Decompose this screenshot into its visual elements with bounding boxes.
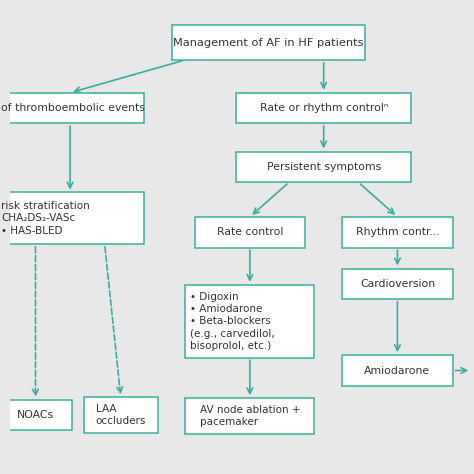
Text: LAA
occluders: LAA occluders <box>96 404 146 426</box>
FancyBboxPatch shape <box>236 93 411 123</box>
FancyBboxPatch shape <box>194 217 305 247</box>
FancyBboxPatch shape <box>342 269 453 299</box>
FancyBboxPatch shape <box>342 217 453 247</box>
Text: • Digoxin
• Amiodarone
• Beta-blockers
(e.g., carvedilol,
bisoprolol, etc.): • Digoxin • Amiodarone • Beta-blockers (… <box>190 292 275 351</box>
Text: of thromboembolic events: of thromboembolic events <box>1 103 145 113</box>
Text: Cardioversion: Cardioversion <box>360 279 435 289</box>
FancyBboxPatch shape <box>172 25 365 60</box>
Text: Rate or rhythm controlⁿ: Rate or rhythm controlⁿ <box>260 103 388 113</box>
Text: NOACs: NOACs <box>17 410 54 420</box>
FancyBboxPatch shape <box>185 398 314 434</box>
FancyBboxPatch shape <box>185 285 314 357</box>
FancyBboxPatch shape <box>236 152 411 182</box>
FancyBboxPatch shape <box>0 400 73 430</box>
FancyBboxPatch shape <box>0 93 144 123</box>
Text: Persistent symptoms: Persistent symptoms <box>266 162 381 172</box>
Text: Rhythm contr...: Rhythm contr... <box>356 228 439 237</box>
Text: risk stratification
CHA₂DS₂-VASc
• HAS-BLED: risk stratification CHA₂DS₂-VASc • HAS-B… <box>1 201 90 236</box>
FancyBboxPatch shape <box>84 397 158 433</box>
Text: Amiodarone: Amiodarone <box>365 365 430 375</box>
Text: AV node ablation +
pacemaker: AV node ablation + pacemaker <box>200 405 300 427</box>
Text: Rate control: Rate control <box>217 228 283 237</box>
FancyBboxPatch shape <box>342 356 453 386</box>
FancyBboxPatch shape <box>0 192 144 244</box>
Text: Management of AF in HF patients: Management of AF in HF patients <box>173 37 364 47</box>
